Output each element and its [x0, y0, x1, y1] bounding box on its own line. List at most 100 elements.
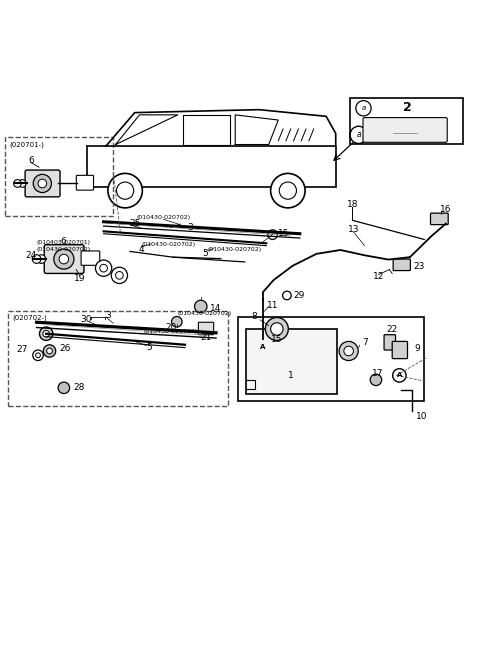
FancyBboxPatch shape: [393, 259, 410, 270]
Circle shape: [39, 327, 53, 340]
Circle shape: [36, 353, 40, 358]
Text: A: A: [396, 373, 402, 379]
Circle shape: [116, 272, 123, 279]
Text: 23: 23: [413, 262, 425, 271]
Text: 20: 20: [165, 323, 176, 333]
Text: 19: 19: [74, 274, 85, 283]
Circle shape: [38, 179, 47, 188]
Text: 15: 15: [278, 229, 290, 238]
Circle shape: [194, 300, 207, 313]
Text: 1: 1: [288, 371, 294, 380]
Text: 29: 29: [294, 291, 305, 300]
Text: 28: 28: [73, 383, 85, 392]
Text: (020702-): (020702-): [12, 315, 48, 321]
FancyBboxPatch shape: [81, 251, 100, 265]
Text: 3: 3: [187, 223, 192, 232]
Text: (010430-020702): (010430-020702): [136, 215, 191, 220]
Text: a: a: [361, 105, 366, 112]
Circle shape: [58, 382, 70, 394]
Circle shape: [59, 255, 69, 264]
Circle shape: [283, 291, 291, 300]
Bar: [350, 98, 463, 144]
Text: 2: 2: [403, 101, 412, 114]
Text: 5: 5: [146, 342, 152, 352]
Circle shape: [393, 369, 406, 382]
Circle shape: [111, 267, 128, 283]
Circle shape: [47, 348, 52, 354]
Text: (010430-020702): (010430-020702): [207, 247, 262, 251]
Circle shape: [96, 260, 112, 276]
FancyBboxPatch shape: [384, 335, 396, 350]
FancyBboxPatch shape: [76, 175, 94, 190]
Text: 30: 30: [80, 316, 92, 324]
Text: 18: 18: [347, 200, 358, 209]
Text: (010430-020702): (010430-020702): [144, 329, 197, 334]
Text: 14: 14: [210, 304, 222, 314]
Text: 10: 10: [416, 411, 427, 420]
Text: 27: 27: [17, 345, 28, 354]
Circle shape: [370, 374, 382, 386]
Text: (020701-): (020701-): [9, 141, 44, 148]
Text: a: a: [356, 131, 361, 139]
Text: 26: 26: [59, 344, 71, 353]
Text: 9: 9: [415, 344, 420, 353]
Text: 8: 8: [252, 312, 257, 321]
Text: 5: 5: [203, 249, 208, 258]
Circle shape: [279, 182, 297, 199]
Circle shape: [339, 341, 358, 361]
Circle shape: [256, 340, 270, 354]
Circle shape: [18, 180, 26, 188]
Text: (010430-020702): (010430-020702): [142, 242, 196, 247]
FancyBboxPatch shape: [392, 341, 408, 359]
Bar: [246, 329, 336, 394]
Text: 22: 22: [386, 325, 397, 335]
Text: (010430-020702): (010430-020702): [36, 247, 91, 251]
Bar: [238, 317, 424, 401]
Circle shape: [268, 230, 277, 239]
Text: 15: 15: [271, 335, 283, 344]
Circle shape: [37, 255, 46, 264]
Circle shape: [356, 100, 371, 116]
Text: 24: 24: [25, 251, 36, 260]
Bar: [8, 311, 228, 405]
Text: 6: 6: [28, 156, 34, 165]
Text: 13: 13: [348, 226, 360, 234]
Circle shape: [33, 174, 51, 193]
Text: 7: 7: [362, 338, 368, 347]
Circle shape: [54, 249, 74, 269]
Text: 25: 25: [129, 219, 140, 228]
Circle shape: [171, 316, 182, 327]
Circle shape: [100, 264, 108, 272]
Text: A: A: [260, 344, 265, 350]
Text: 12: 12: [373, 272, 384, 281]
Circle shape: [350, 126, 367, 144]
Circle shape: [265, 318, 288, 340]
Text: (010403-020701): (010403-020701): [36, 240, 91, 245]
Circle shape: [258, 335, 268, 345]
Text: 4: 4: [138, 245, 144, 255]
Circle shape: [43, 331, 49, 337]
FancyBboxPatch shape: [198, 322, 214, 335]
Circle shape: [108, 173, 143, 208]
FancyBboxPatch shape: [44, 245, 84, 274]
Text: 11: 11: [267, 300, 278, 310]
FancyBboxPatch shape: [363, 117, 447, 142]
Text: 17: 17: [372, 369, 383, 378]
Circle shape: [271, 323, 283, 335]
Polygon shape: [87, 110, 336, 146]
Circle shape: [43, 345, 56, 358]
Circle shape: [13, 180, 21, 188]
Circle shape: [344, 346, 353, 356]
Text: 3: 3: [106, 310, 111, 319]
Text: 21: 21: [201, 333, 212, 342]
Circle shape: [117, 182, 134, 199]
Bar: [87, 146, 336, 187]
Circle shape: [33, 350, 43, 361]
Circle shape: [271, 173, 305, 208]
FancyBboxPatch shape: [431, 213, 448, 224]
Circle shape: [32, 255, 41, 264]
Text: 6: 6: [60, 237, 66, 247]
Text: 16: 16: [440, 205, 452, 214]
Bar: [5, 136, 113, 216]
Text: (010430-020702): (010430-020702): [178, 311, 232, 316]
